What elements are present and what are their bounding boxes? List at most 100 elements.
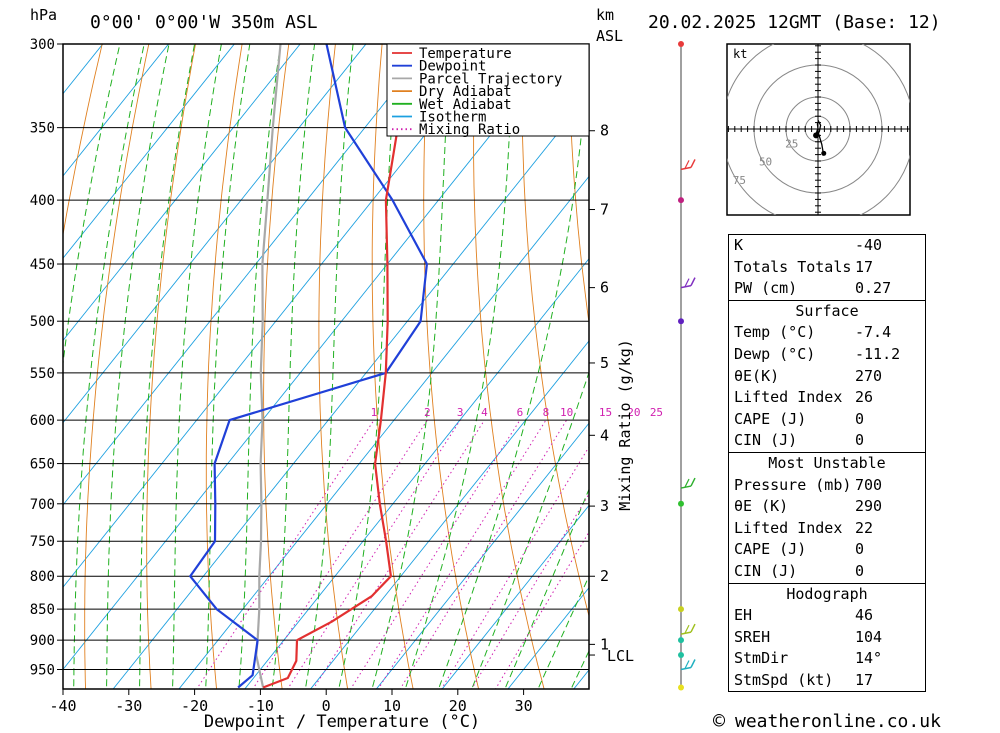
isotherm-line (441, 504, 589, 689)
pressure-tick-label: 350 (30, 121, 55, 137)
mixing-ratio-label: 4 (481, 406, 488, 419)
pressure-tick-label: 550 (30, 366, 55, 382)
row-label: CIN (J) (734, 431, 798, 450)
mixing-ratio-label: 2 (424, 406, 431, 419)
wind-barb-shaft (680, 631, 692, 635)
hodograph-unit-label: kt (733, 47, 747, 61)
pressure-tick-label: 300 (30, 37, 55, 53)
legend-label: Temperature (419, 46, 512, 62)
mixing-ratio-labels: 1 2 3 4 6 8 10 15 20 25 (371, 406, 663, 419)
wind-level-dot (678, 637, 684, 644)
wind-level-dot (678, 652, 684, 659)
section-title: Most Unstable (768, 453, 886, 472)
index-row-k: K -40 (729, 235, 925, 257)
hpa-unit-label: hPa (30, 6, 57, 24)
surface-row: θE(K) 270 (729, 366, 925, 388)
dry-adiabat-line (263, 44, 290, 689)
wet-adiabat-line (63, 44, 121, 367)
mixing-ratio-label: 25 (650, 406, 663, 419)
datetime-title: 20.02.2025 12GMT (Base: 12) (648, 12, 941, 33)
wet-adiabat-line (371, 44, 452, 689)
storm-motion-marker (813, 132, 820, 139)
temperature-tick-label: 0 (322, 697, 331, 715)
row-value: 0.27 (855, 279, 892, 298)
credit-text: weatheronline.co.uk (735, 711, 941, 732)
wind-barb-flag (690, 159, 696, 168)
pressure-level-lines (63, 43, 589, 670)
mixing-ratio-label: 6 (517, 406, 524, 419)
row-value: 46 (855, 606, 874, 625)
temperature-tick-label: 10 (383, 697, 401, 715)
copyright-symbol: © (713, 709, 726, 733)
dry-adiabat-line (568, 44, 589, 326)
km-tick-label: 1 (600, 635, 609, 653)
isotherm-line (63, 44, 104, 95)
legend-label: Parcel Trajectory (419, 71, 562, 87)
row-label: CIN (J) (734, 561, 798, 580)
isotherm-line (63, 44, 170, 177)
temperature-tick-label: -40 (49, 697, 76, 715)
mixing-ratio-line (377, 419, 547, 689)
wet-adiabat-line (73, 44, 145, 689)
indices-box: K -40 Totals Totals 17 PW (cm) 0.27 (728, 234, 926, 301)
row-value: 0 (855, 431, 865, 450)
row-value: 700 (855, 475, 883, 494)
index-row-pw: PW (cm) 0.27 (729, 278, 925, 300)
pressure-tick-label: 500 (30, 314, 55, 330)
km-tick-label: 3 (600, 497, 609, 515)
legend-label: Dry Adiabat (419, 84, 512, 100)
x-axis-title: Dewpoint / Temperature (°C) (204, 712, 480, 732)
dry-adiabat-line (615, 44, 744, 697)
wind-barb-shaft (680, 284, 692, 289)
row-value: 17 (855, 257, 874, 276)
temperature-tick-label: -30 (115, 697, 142, 715)
location-title: 0°00' 0°00'W 350m ASL (90, 12, 318, 33)
km-tick-label: 8 (600, 122, 609, 140)
row-value: -7.4 (855, 323, 892, 342)
surface-row: CIN (J) 0 (729, 430, 925, 452)
row-value: 26 (855, 388, 874, 407)
dry-adiabat-line (521, 44, 589, 618)
temperature-axis: -40 -30 -20 -10 0 10 20 30 (49, 689, 533, 715)
legend-label: Mixing Ratio (419, 122, 520, 138)
mixing-ratio-line (312, 419, 485, 689)
row-value: 17 (855, 670, 874, 689)
wind-profile (678, 41, 696, 691)
surface-row: Lifted Index 26 (729, 387, 925, 409)
row-value: 104 (855, 627, 883, 646)
row-label: StmSpd (kt) (734, 670, 834, 689)
wind-barb (680, 477, 696, 489)
wind-level-dot (678, 197, 684, 204)
pressure-tick-label: 750 (30, 534, 55, 550)
row-value: -40 (855, 236, 883, 254)
row-value: 270 (855, 366, 883, 385)
legend-label: Wet Adiabat (419, 97, 512, 113)
mu-row: Pressure (mb) 700 (729, 475, 925, 497)
wet-adiabat-line (304, 44, 354, 689)
km-tick-label: 7 (600, 201, 609, 219)
row-value: 290 (855, 497, 883, 516)
row-label: SREH (734, 627, 771, 646)
temperature-tick-label: 30 (515, 697, 533, 715)
wet-adiabat-line (438, 44, 589, 689)
mu-row: CIN (J) 0 (729, 561, 925, 583)
mixing-ratio-line (287, 419, 461, 689)
wind-level-dot (678, 684, 684, 691)
dry-adiabat-line (318, 44, 349, 689)
row-label: θE(K) (734, 366, 780, 385)
wind-barb-flag (684, 278, 690, 287)
surface-row: CAPE (J) 0 (729, 409, 925, 431)
mixing-ratio-line (399, 419, 568, 689)
row-label: Totals Totals (734, 257, 852, 276)
hodograph-ring-label: 25 (785, 137, 798, 150)
row-value: -11.2 (855, 344, 901, 363)
hodograph-trace (816, 119, 825, 154)
surface-row: Dewp (°C) -11.2 (729, 344, 925, 366)
pressure-tick-label: 400 (30, 193, 55, 209)
pressure-tick-label: 850 (30, 602, 55, 618)
pressure-axis: 300 350 400 450 500 550 600 650 700 750 800 850 900 9… (30, 37, 63, 679)
parcel-trajectory-line (255, 44, 282, 688)
temperature-line (262, 44, 420, 689)
